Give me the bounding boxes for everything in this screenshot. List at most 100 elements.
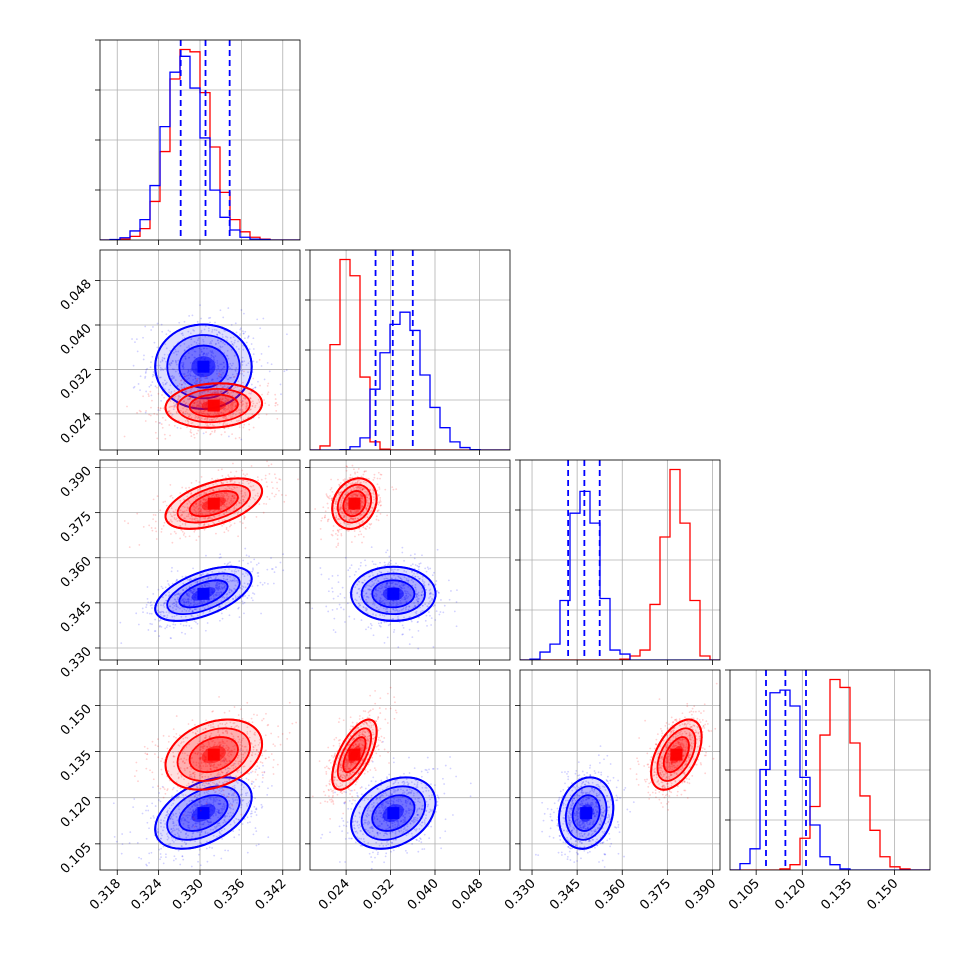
scatter-point — [186, 378, 188, 381]
scatter-point — [225, 608, 228, 610]
scatter-point — [368, 588, 370, 591]
scatter-point — [364, 559, 366, 562]
scatter-point — [136, 411, 138, 414]
scatter-point — [341, 586, 344, 589]
scatter-point — [223, 427, 226, 430]
scatter-point — [211, 424, 214, 426]
scatter-point — [244, 337, 246, 340]
scatter-point — [384, 586, 387, 589]
scatter-point — [375, 515, 378, 518]
scatter-point — [185, 390, 187, 393]
scatter-point — [151, 375, 154, 378]
scatter-point — [246, 480, 249, 483]
scatter-point — [380, 622, 383, 625]
scatter-point — [187, 422, 189, 425]
scatter-point — [376, 573, 379, 575]
scatter-point — [190, 591, 192, 594]
scatter-point — [430, 624, 433, 626]
scatter-point — [211, 430, 213, 433]
scatter-point — [241, 469, 244, 472]
scatter-point — [327, 610, 330, 613]
scatter-point — [227, 435, 230, 438]
scatter-point — [255, 830, 258, 833]
scatter-point — [206, 398, 209, 401]
scatter-point — [206, 417, 209, 420]
scatter-point — [244, 547, 247, 550]
scatter-point — [257, 479, 260, 482]
scatter-point — [191, 421, 194, 424]
scatter-point — [267, 836, 270, 839]
scatter-point — [152, 498, 155, 501]
scatter-point — [210, 342, 213, 345]
scatter-point — [226, 392, 229, 395]
scatter-point — [404, 598, 407, 601]
scatter-point — [244, 474, 247, 477]
scatter-point — [200, 379, 203, 382]
scatter-point — [133, 798, 136, 800]
scatter-point — [243, 575, 246, 578]
scatter-point — [198, 504, 200, 507]
scatter-point — [126, 405, 128, 408]
scatter-point — [392, 602, 395, 605]
scatter-point — [185, 515, 188, 518]
scatter-point — [243, 370, 245, 373]
scatter-point — [187, 369, 190, 372]
scatter-point — [240, 490, 243, 493]
scatter-point — [207, 510, 210, 513]
scatter-point — [234, 396, 237, 399]
scatter-point — [193, 402, 196, 405]
scatter-point — [196, 517, 198, 520]
scatter-point — [200, 573, 203, 576]
scatter-point — [194, 581, 197, 584]
scatter-point — [149, 366, 152, 369]
scatter-point — [223, 513, 226, 516]
scatter-point — [252, 353, 255, 356]
scatter-point — [162, 407, 165, 410]
scatter-point — [388, 581, 391, 583]
scatter-point — [389, 567, 391, 570]
scatter-point — [415, 595, 418, 597]
scatter-point — [192, 406, 194, 409]
scatter-point — [192, 329, 194, 331]
scatter-point — [188, 315, 191, 317]
scatter-point — [244, 398, 247, 400]
scatter-point — [184, 375, 186, 378]
scatter-point — [152, 815, 155, 817]
scatter-point — [145, 368, 148, 371]
scatter-point — [162, 615, 165, 617]
scatter-point — [198, 402, 200, 405]
scatter-point — [163, 602, 165, 605]
scatter-point — [263, 502, 265, 505]
scatter-point — [181, 366, 184, 368]
scatter-point — [419, 577, 422, 580]
scatter-point — [229, 503, 232, 506]
scatter-point — [234, 369, 237, 372]
scatter-point — [175, 532, 177, 535]
scatter-point — [202, 353, 205, 356]
scatter-point — [228, 365, 231, 368]
scatter-point — [218, 413, 221, 416]
scatter-point — [365, 598, 367, 601]
scatter-point — [159, 800, 162, 803]
scatter-point — [230, 405, 232, 408]
scatter-point — [380, 597, 382, 600]
scatter-point — [199, 354, 201, 357]
scatter-point — [201, 385, 203, 388]
scatter-point — [202, 338, 204, 341]
scatter-point — [203, 491, 206, 494]
scatter-point — [260, 353, 263, 355]
scatter-point — [148, 612, 151, 615]
scatter-point — [247, 482, 250, 485]
scatter-point — [390, 568, 393, 570]
scatter-point — [180, 379, 182, 382]
scatter-point — [225, 415, 227, 418]
scatter-point — [165, 611, 168, 614]
scatter-point — [183, 603, 186, 606]
scatter-point — [348, 615, 351, 618]
scatter-point — [239, 327, 242, 330]
scatter-point — [245, 401, 248, 404]
scatter-point — [280, 393, 282, 396]
scatter-point — [339, 593, 342, 595]
scatter-point — [175, 614, 178, 617]
scatter-point — [338, 484, 341, 487]
